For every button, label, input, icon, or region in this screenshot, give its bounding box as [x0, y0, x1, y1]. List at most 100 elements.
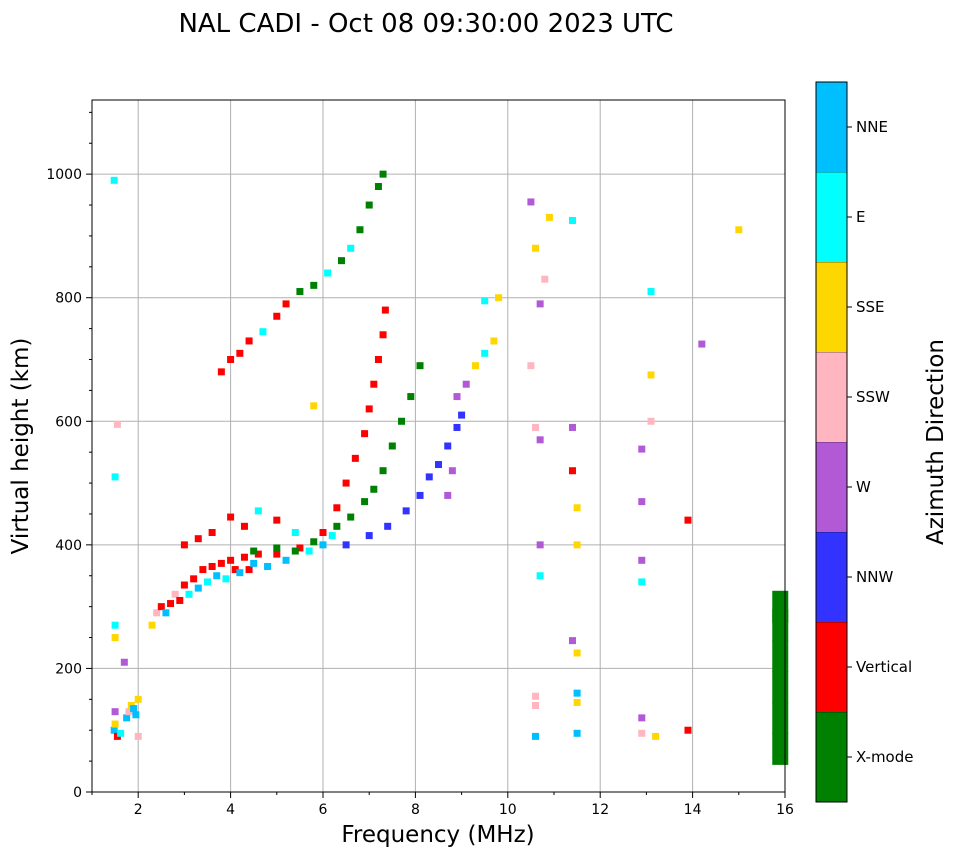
echo-point — [194, 584, 202, 592]
echo-point — [111, 720, 119, 728]
echo-point — [448, 467, 456, 475]
echo-point — [425, 473, 433, 481]
echo-point — [684, 516, 692, 524]
echo-point — [180, 581, 188, 589]
echo-point — [240, 522, 248, 530]
echo-point — [134, 732, 142, 740]
echo-point — [490, 337, 498, 345]
echo-point — [416, 491, 424, 499]
azimuth-colorbar: X-mode Vertical NNW W SSW SSE E NNE — [815, 81, 913, 803]
echo-point — [388, 442, 396, 450]
echo-point — [176, 596, 184, 604]
echo-point — [132, 711, 140, 719]
echo-point — [772, 671, 789, 704]
echo-point — [111, 621, 119, 629]
y-tick-label: 600 — [55, 414, 82, 430]
echo-point — [444, 442, 452, 450]
echo-point — [204, 578, 211, 586]
y-tick-label: 200 — [55, 661, 82, 677]
echo-point — [273, 516, 281, 524]
echo-point — [647, 371, 655, 379]
x-tick-label: 2 — [134, 802, 143, 818]
colorbar-segment — [816, 172, 847, 262]
colorbar-segment — [816, 712, 847, 802]
echo-point — [342, 541, 350, 549]
echo-point — [374, 356, 382, 363]
echo-point — [328, 532, 336, 540]
y-tick-label: 0 — [73, 785, 82, 801]
echo-point — [273, 312, 281, 320]
echo-point — [481, 297, 489, 305]
echo-point — [259, 328, 267, 336]
echo-point — [333, 504, 341, 512]
echo-point — [684, 726, 692, 734]
echo-point — [527, 198, 535, 206]
echo-point — [117, 729, 125, 737]
echo-point — [573, 541, 581, 549]
echo-point — [250, 547, 258, 555]
echo-point — [254, 507, 262, 515]
echo-point — [647, 288, 655, 296]
echo-point — [573, 698, 581, 706]
echo-point — [231, 566, 239, 574]
echo-point — [416, 362, 424, 370]
colorbar-segment — [816, 82, 847, 172]
echo-point — [495, 294, 503, 302]
echo-point — [381, 306, 389, 314]
echo-point — [458, 411, 466, 419]
echo-point — [568, 637, 576, 645]
echo-point — [162, 609, 170, 617]
echo-point — [111, 634, 119, 642]
echo-point — [245, 566, 253, 574]
echo-point — [208, 529, 216, 536]
x-tick-label: 4 — [226, 802, 235, 818]
echo-point — [370, 485, 378, 493]
echo-point — [337, 257, 345, 265]
echo-point — [282, 556, 290, 564]
echo-point — [291, 529, 299, 536]
echo-point — [536, 436, 544, 444]
echo-point — [532, 244, 540, 252]
echo-point — [536, 572, 544, 580]
trace-second-hop-vertical — [319, 306, 389, 536]
x-tick-label: 16 — [776, 802, 794, 818]
echo-point — [568, 423, 576, 431]
colorbar-category-label: SSE — [856, 298, 885, 316]
colorbar-label: Azimuth Direction — [923, 339, 949, 545]
echo-point — [319, 541, 327, 549]
colorbar-category-label: W — [856, 478, 871, 496]
echo-point — [208, 562, 216, 570]
echo-point — [310, 538, 318, 546]
echo-point — [296, 288, 304, 296]
echo-point — [217, 368, 225, 376]
echo-point — [573, 729, 581, 737]
y-axis-label: Virtual height (km) — [8, 338, 34, 555]
colorbar-frame — [815, 81, 848, 803]
echo-point — [435, 461, 442, 469]
echo-point — [638, 445, 646, 453]
echo-points — [110, 170, 789, 765]
echo-point — [573, 649, 581, 657]
echo-point — [638, 578, 646, 586]
x-tick-label: 14 — [684, 802, 702, 818]
echo-point — [250, 559, 258, 567]
echo-point — [113, 420, 121, 428]
echo-point — [282, 300, 290, 308]
echo-point — [125, 708, 133, 716]
echo-point — [310, 402, 318, 410]
colorbar-category-label: SSW — [856, 388, 890, 406]
colorbar-segment — [816, 442, 847, 532]
x-tick-label: 12 — [591, 802, 609, 818]
colorbar-segment — [816, 532, 847, 622]
echo-point — [342, 479, 350, 487]
echo-point — [110, 726, 118, 734]
echo-point — [545, 213, 553, 221]
echo-point — [361, 498, 369, 506]
echo-point — [772, 732, 789, 765]
echo-point — [568, 216, 576, 224]
echo-point — [296, 544, 304, 552]
echo-point — [536, 300, 544, 308]
echo-point — [264, 562, 272, 570]
echo-point — [305, 547, 313, 555]
